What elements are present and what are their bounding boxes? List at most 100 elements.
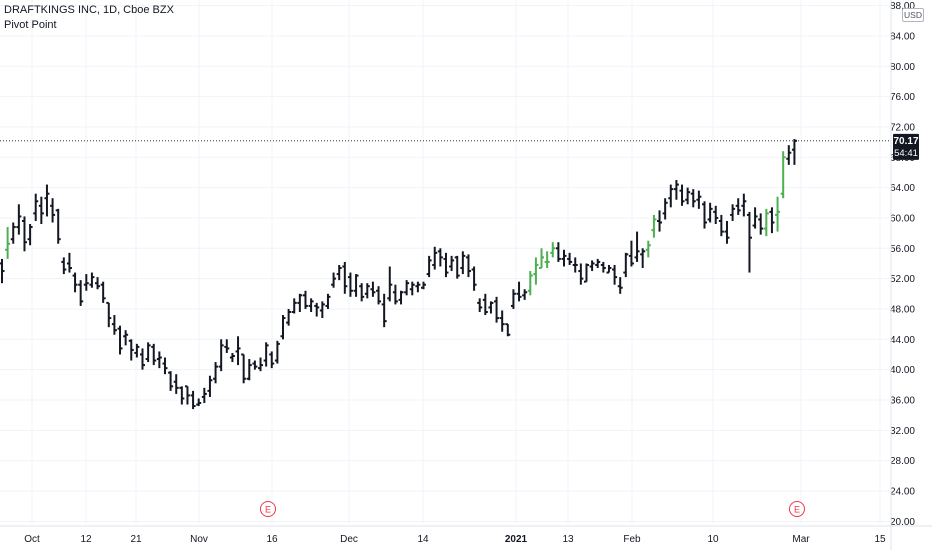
price-tick-label: 52.00 — [890, 274, 915, 285]
ohlc-bar — [612, 264, 618, 285]
price-tick-label: 48.00 — [890, 304, 915, 315]
time-tick-label: Dec — [340, 534, 358, 545]
ohlc-bar — [769, 207, 775, 234]
ohlc-bar — [589, 260, 595, 272]
price-tick-label: 72.00 — [890, 122, 915, 133]
ohlc-bar — [516, 281, 522, 302]
ohlc-bar — [381, 293, 387, 328]
ohlc-bar — [730, 204, 736, 221]
ohlc-bar — [252, 360, 258, 370]
ohlc-bar — [134, 343, 140, 358]
ohlc-bar — [173, 374, 179, 394]
ohlc-bar — [499, 310, 505, 332]
price-tick-label: 44.00 — [890, 335, 915, 346]
ohlc-bar — [426, 255, 432, 278]
ohlc-bar — [696, 190, 702, 209]
ohlc-bar — [741, 193, 747, 217]
ohlc-bar — [263, 342, 269, 367]
price-tick-label: 32.00 — [890, 426, 915, 437]
ohlc-bar — [38, 196, 44, 225]
ohlc-bar — [415, 281, 421, 293]
ohlc-bar — [679, 184, 685, 206]
ohlc-bar — [218, 339, 224, 372]
ohlc-bar — [353, 274, 359, 297]
ohlc-bar — [184, 385, 190, 405]
ohlc-bar — [140, 348, 145, 370]
ohlc-bar — [477, 298, 483, 312]
ohlc-bar — [550, 242, 556, 258]
ohlc-bar — [421, 281, 426, 290]
ohlc-bar — [297, 293, 303, 312]
ohlc-bar — [280, 315, 286, 340]
ohlc-bar — [44, 184, 50, 217]
ohlc-bar — [308, 298, 314, 312]
ohlc-bar — [544, 251, 550, 269]
ohlc-bar — [454, 255, 460, 279]
ohlc-bar — [168, 371, 174, 391]
ohlc-bar — [578, 263, 584, 285]
earnings-marker[interactable]: E — [789, 501, 805, 517]
currency-badge[interactable]: USD — [902, 8, 924, 22]
ohlc-bar — [258, 357, 264, 372]
ohlc-bar — [331, 272, 337, 288]
time-tick-label: 15 — [874, 534, 886, 545]
chart-legend: DRAFTKINGS INC, 1D, Cboe BZX Pivot Point — [4, 3, 174, 33]
price-tick-label: 20.00 — [890, 517, 915, 528]
ohlc-bar — [600, 261, 606, 273]
ohlc-bar — [685, 187, 691, 205]
symbol-title[interactable]: DRAFTKINGS INC, 1D, Cboe BZX — [4, 4, 174, 16]
ohlc-bar — [539, 248, 545, 270]
ohlc-bar — [673, 180, 679, 200]
earnings-marker[interactable]: E — [260, 501, 276, 517]
ohlc-bar — [527, 271, 533, 296]
ohlc-bar — [111, 315, 117, 335]
ohlc-bar — [392, 284, 398, 305]
price-tick-label: 88.00 — [890, 1, 915, 12]
ohlc-bar — [735, 198, 741, 215]
ohlc-bar — [207, 375, 213, 397]
ohlc-bar — [724, 220, 730, 244]
ohlc-bar — [16, 204, 22, 235]
ohlc-bar — [336, 264, 342, 281]
ohlc-bar — [555, 242, 561, 262]
indicator-label[interactable]: Pivot Point — [4, 19, 57, 31]
ohlc-bar — [162, 357, 168, 375]
ohlc-bar — [61, 257, 67, 275]
time-tick-label: Oct — [24, 534, 40, 545]
svg-text:E: E — [265, 505, 271, 515]
time-tick-label: Mar — [792, 534, 810, 545]
ohlc-bar — [33, 193, 39, 221]
ohlc-bar — [533, 257, 539, 285]
ohlc-bar — [707, 202, 713, 223]
ohlc-bar — [662, 198, 668, 220]
ohlc-bar — [449, 255, 455, 272]
time-tick-label: Nov — [190, 534, 208, 545]
ohlc-bar — [645, 240, 651, 258]
ohlc-bar — [123, 330, 129, 346]
ohlc-bar — [95, 277, 101, 290]
price-tick-label: 64.00 — [890, 183, 915, 194]
price-axis[interactable]: 20.00 24.00 28.00 32.00 36.00 40.00 44.00 48.00… — [890, 0, 915, 550]
ohlc-bar — [522, 289, 528, 300]
ohlc-bar — [241, 353, 247, 384]
ohlc-bar — [561, 249, 567, 267]
ohlc-bar — [758, 213, 764, 235]
time-tick-label: 21 — [130, 534, 142, 545]
ohlc-bar — [274, 340, 280, 364]
ohlc-bar — [291, 298, 297, 314]
ohlc-bar — [314, 302, 320, 317]
ohlc-bar — [302, 290, 308, 309]
time-axis[interactable]: Oct 12 21 Nov 16 Dec 14 2021 13 Feb 10 Mar 15 — [0, 525, 932, 545]
ohlc-bar — [286, 308, 292, 326]
ohlc-bar — [55, 208, 61, 244]
time-tick-label: 2021 — [505, 534, 528, 545]
ohlc-bar — [89, 272, 95, 288]
grid — [0, 0, 890, 524]
ohlc-bar — [505, 323, 511, 337]
ohlc-bar — [364, 283, 370, 299]
ohlc-bar — [246, 359, 252, 381]
